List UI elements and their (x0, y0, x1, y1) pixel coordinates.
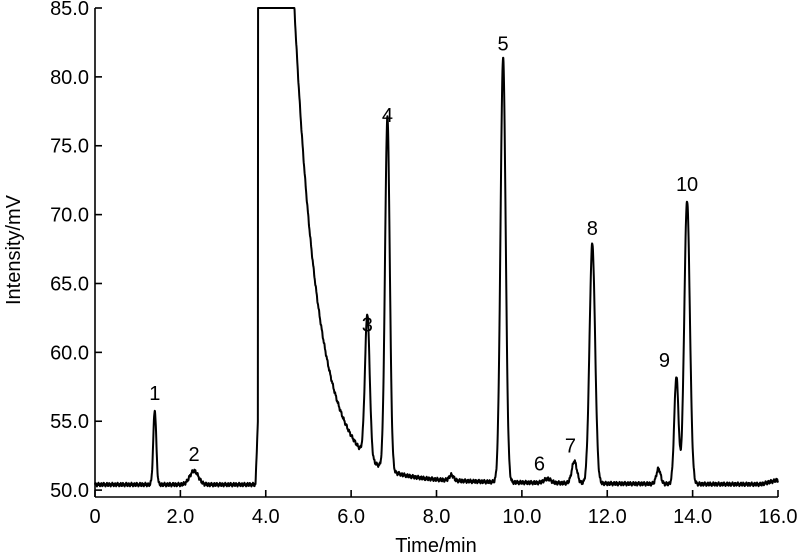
x-tick-label: 14.0 (673, 506, 712, 528)
x-tick-label: 12.0 (588, 506, 627, 528)
chromatogram-trace (94, 7, 779, 488)
y-tick-label: 55.0 (50, 411, 89, 433)
peak-label-2: 2 (188, 444, 199, 466)
trace-layer (94, 7, 779, 488)
y-tick-label: 75.0 (50, 136, 89, 158)
peak-label-10: 10 (676, 174, 698, 196)
y-tick-label: 65.0 (50, 273, 89, 295)
peak-label-9: 9 (659, 350, 670, 372)
peak-label-6: 6 (534, 453, 545, 475)
peak-label-3: 3 (362, 314, 373, 336)
peak-label-4: 4 (382, 105, 393, 127)
x-tick-label: 8.0 (423, 506, 451, 528)
y-tick-label: 50.0 (50, 480, 89, 502)
labels: 1 2 3 4 5 67 8 9 10 (149, 33, 698, 475)
y-axis-title: Intensity/mV (3, 194, 25, 305)
peak-label-1: 1 (149, 383, 160, 405)
peak-label-7: 7 (565, 436, 576, 458)
x-tick-label: 10.0 (502, 506, 541, 528)
y-tick-label: 85.0 (50, 0, 89, 20)
x-tick-label: 4.0 (252, 506, 280, 528)
peak-label-5: 5 (498, 33, 509, 55)
y-tick-label: 60.0 (50, 342, 89, 364)
x-tick-label: 6.0 (337, 506, 365, 528)
x-tick-label: 2.0 (166, 506, 194, 528)
y-tick-label: 70.0 (50, 205, 89, 227)
x-tick-label: 16.0 (759, 506, 798, 528)
x-axis-title: Time/min (395, 535, 476, 557)
axes: 0 2.0 4.0 6.0 8.0 10.0 12.0 14.0 16.0 50.0 55.0 60.… (50, 0, 797, 528)
y-tick-label: 80.0 (50, 67, 89, 89)
peak-label-8: 8 (587, 218, 598, 240)
x-tick-label: 0 (89, 506, 100, 528)
